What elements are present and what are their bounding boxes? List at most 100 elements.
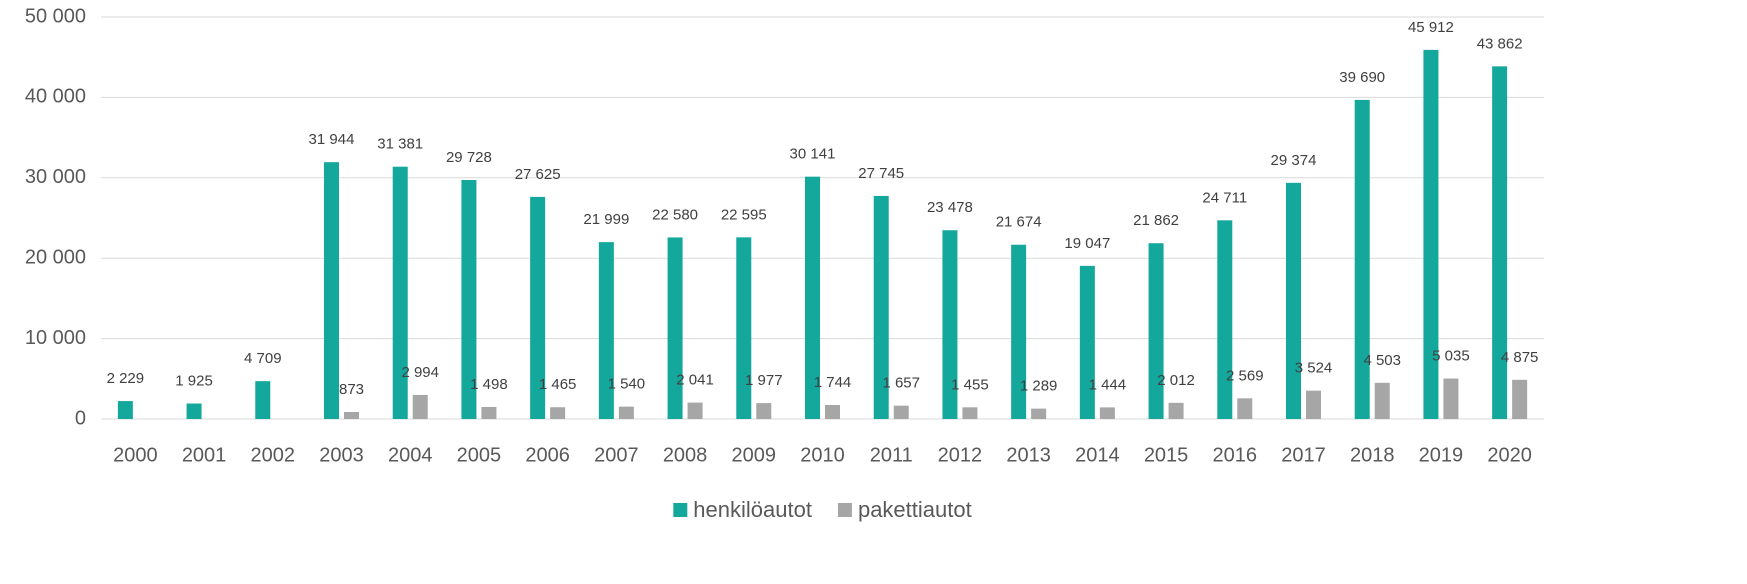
bar (1099, 407, 1115, 419)
data-label: 27 625 (515, 166, 561, 183)
x-tick-label: 2012 (938, 444, 983, 466)
legend-swatch (837, 503, 852, 517)
data-label: 873 (339, 381, 364, 398)
data-label: 22 595 (721, 206, 767, 223)
bar (117, 401, 133, 419)
data-label: 4 503 (1363, 352, 1401, 369)
bar (756, 403, 772, 419)
bar (324, 162, 339, 420)
bar (1374, 382, 1390, 419)
bar (962, 407, 978, 419)
data-label: 43 862 (1477, 35, 1523, 52)
y-tick-label: 20 000 (25, 246, 86, 268)
x-tick-label: 2001 (182, 444, 227, 466)
bar (412, 394, 428, 419)
bar (805, 176, 820, 419)
bar (825, 404, 840, 419)
x-tick-label: 2011 (870, 444, 913, 466)
data-label: 1 977 (745, 372, 783, 389)
bar (1148, 243, 1164, 419)
data-label: 1 925 (175, 372, 213, 389)
data-label: 5 035 (1432, 347, 1470, 364)
data-label: 29 374 (1271, 152, 1317, 169)
data-label: 29 728 (446, 149, 492, 166)
data-label: 19 047 (1064, 235, 1110, 252)
data-label: 31 944 (309, 131, 355, 148)
legend-label: pakettiautot (858, 497, 972, 522)
x-tick-label: 2018 (1350, 444, 1395, 466)
bar (1492, 66, 1508, 419)
bar (392, 166, 408, 419)
bar (687, 402, 703, 419)
bar (481, 406, 497, 419)
x-tick-label: 2009 (732, 444, 777, 466)
x-tick-label: 2019 (1419, 444, 1464, 466)
bar (1423, 49, 1439, 419)
bar (461, 179, 477, 419)
bar (1286, 182, 1301, 419)
data-label: 24 711 (1202, 189, 1247, 206)
bar (893, 405, 909, 419)
bar (1011, 244, 1027, 419)
data-label: 4 875 (1501, 349, 1539, 366)
data-label: 1 744 (814, 374, 852, 391)
data-label: 1 444 (1089, 376, 1127, 393)
bar (1031, 408, 1047, 419)
x-tick-label: 2003 (319, 444, 364, 466)
bar (1306, 390, 1321, 419)
data-label: 2 041 (676, 372, 714, 389)
y-tick-label: 0 (75, 407, 86, 429)
data-label: 23 478 (927, 199, 973, 216)
x-tick-label: 2014 (1075, 444, 1120, 466)
x-tick-label: 2020 (1487, 444, 1532, 466)
bar (1354, 99, 1370, 420)
data-label: 2 994 (401, 364, 439, 381)
x-tick-label: 2016 (1213, 444, 1258, 466)
bar (344, 411, 359, 419)
data-label: 1 455 (951, 376, 989, 393)
data-label: 1 465 (539, 376, 577, 393)
x-tick-label: 2004 (388, 444, 433, 466)
x-tick-label: 2000 (113, 444, 158, 466)
bar (530, 196, 546, 419)
data-label: 21 862 (1133, 212, 1179, 229)
bar (873, 195, 889, 419)
bar (1217, 220, 1233, 419)
data-label: 1 657 (882, 375, 920, 392)
bar (255, 381, 271, 419)
data-label: 1 498 (470, 376, 508, 393)
x-tick-label: 2006 (525, 444, 570, 466)
data-label: 1 289 (1020, 378, 1058, 395)
bar (598, 242, 614, 419)
data-label: 45 912 (1408, 19, 1454, 36)
x-tick-label: 2017 (1281, 444, 1326, 466)
data-label: 4 709 (244, 350, 282, 367)
bar (1237, 398, 1253, 419)
bar (736, 237, 752, 419)
bar (1443, 378, 1459, 419)
data-label: 22 580 (652, 206, 698, 223)
data-label: 3 524 (1295, 360, 1333, 377)
legend-label: henkilöautot (693, 497, 812, 522)
x-tick-label: 2002 (251, 444, 296, 466)
data-label: 2 569 (1226, 367, 1264, 384)
data-label: 39 690 (1339, 69, 1385, 86)
bar (186, 403, 202, 419)
data-label: 2 012 (1157, 372, 1195, 389)
data-label: 2 229 (107, 370, 145, 387)
y-tick-label: 50 000 (25, 5, 86, 27)
x-tick-label: 2008 (663, 444, 708, 466)
bar (1512, 379, 1528, 419)
x-tick-label: 2007 (594, 444, 639, 466)
bar (1079, 265, 1095, 419)
bar (1168, 402, 1184, 419)
data-label: 31 381 (377, 136, 423, 153)
bar (618, 406, 634, 419)
y-tick-label: 30 000 (25, 166, 86, 188)
data-label: 30 141 (790, 146, 836, 163)
x-tick-label: 2010 (800, 444, 845, 466)
bar (550, 407, 566, 419)
y-tick-label: 40 000 (25, 86, 86, 108)
data-label: 27 745 (858, 165, 904, 182)
